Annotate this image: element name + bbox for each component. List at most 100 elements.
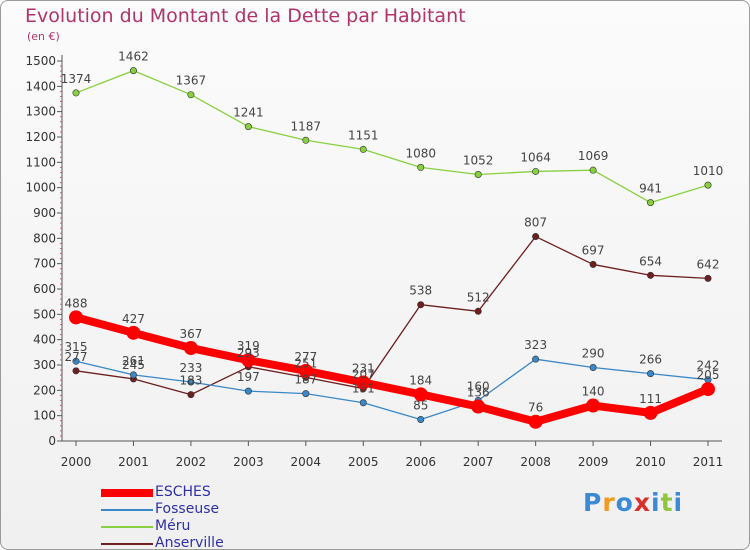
data-point [183, 341, 198, 356]
series-line-esches [72, 313, 712, 426]
data-label: 1064 [520, 150, 551, 164]
data-label: 1151 [348, 128, 379, 142]
data-point [647, 271, 655, 279]
data-label: 1052 [463, 153, 494, 167]
legend-swatch [101, 489, 153, 497]
data-point [647, 199, 655, 207]
y-tick-label: 1000 [25, 181, 56, 195]
data-label: 538 [409, 284, 432, 298]
data-point [72, 357, 80, 365]
data-label: 1462 [118, 50, 149, 64]
proxiti-logo: Proxiti [583, 488, 683, 517]
logo-letter: x [633, 488, 651, 517]
data-label: 654 [639, 254, 662, 268]
data-label: 111 [639, 392, 662, 406]
legend-item: Fosseuse [101, 501, 301, 518]
data-label: 488 [65, 296, 88, 310]
data-point [187, 391, 195, 399]
y-tick-label: 200 [33, 383, 56, 397]
series-line-anserville [75, 235, 709, 396]
data-point [359, 145, 367, 153]
data-label: 233 [179, 361, 202, 375]
data-label: 242 [697, 359, 720, 373]
data-point [643, 405, 658, 420]
data-point [298, 363, 313, 378]
data-point [589, 166, 597, 174]
data-point [69, 310, 83, 325]
x-tick-label: 2004 [291, 455, 322, 469]
data-point [471, 399, 486, 414]
data-point [244, 387, 252, 395]
data-point [704, 181, 712, 189]
logo-letter: t [660, 488, 674, 517]
x-tick-label: 2001 [118, 455, 149, 469]
data-label: 642 [697, 257, 720, 271]
legend-swatch [101, 526, 153, 528]
data-label: 261 [122, 354, 145, 368]
data-label: 941 [639, 182, 662, 196]
data-label: 427 [122, 312, 145, 326]
data-point [129, 371, 137, 379]
y-tick-label: 700 [33, 257, 56, 271]
data-label: 136 [467, 386, 490, 400]
y-tick-label: 300 [33, 358, 56, 372]
y-tick-label: 500 [33, 307, 56, 321]
y-tick-label: 600 [33, 282, 56, 296]
data-label: 207 [352, 368, 375, 382]
data-label: 293 [237, 346, 260, 360]
x-tick-label: 2006 [405, 455, 436, 469]
data-label: 1010 [693, 164, 724, 178]
data-label: 290 [582, 347, 605, 361]
data-label: 697 [582, 243, 605, 257]
logo-letter: i [651, 488, 661, 517]
legend-item: Méru [101, 518, 301, 535]
data-point [417, 415, 425, 423]
data-label: 367 [179, 327, 202, 341]
data-point [589, 364, 597, 372]
logo-letter: r [602, 488, 616, 517]
data-label: 323 [524, 338, 547, 352]
series-line-fosseuse [75, 358, 709, 421]
data-label: 512 [467, 290, 490, 304]
data-point [474, 170, 482, 178]
x-tick-label: 2000 [61, 455, 92, 469]
data-label: 160 [467, 379, 490, 393]
data-point [359, 399, 367, 407]
legend-item: ESCHES [101, 484, 301, 501]
series-line-m-ru [75, 69, 709, 204]
y-tick-label: 0 [48, 434, 56, 448]
x-tick-label: 2009 [578, 455, 609, 469]
data-label: 245 [122, 358, 145, 372]
x-tick-label: 2007 [463, 455, 494, 469]
data-point [474, 307, 482, 315]
data-label: 183 [179, 374, 202, 388]
data-label: 197 [237, 370, 260, 384]
data-label: 231 [352, 361, 375, 375]
legend-swatch [101, 543, 153, 545]
data-label: 251 [294, 356, 317, 370]
data-point [532, 167, 540, 175]
y-tick-label: 1200 [25, 130, 56, 144]
data-point [187, 378, 195, 386]
y-tick-label: 1500 [25, 54, 56, 68]
x-tick-label: 2002 [176, 455, 207, 469]
data-point [413, 387, 428, 402]
chart-title: Evolution du Montant de la Dette par Hab… [25, 5, 466, 27]
y-tick-label: 1100 [25, 155, 56, 169]
data-label: 151 [352, 382, 375, 396]
data-point [241, 353, 256, 368]
legend-swatch [101, 509, 153, 511]
data-label: 1080 [405, 146, 436, 160]
data-point [302, 390, 310, 398]
data-label: 277 [65, 350, 88, 364]
x-tick-label: 2005 [348, 455, 379, 469]
logo-letter: P [583, 488, 603, 517]
y-tick-label: 900 [33, 206, 56, 220]
data-label: 315 [65, 340, 88, 354]
legend: ESCHES Fosseuse Méru Anserville [101, 484, 301, 549]
data-label: 140 [582, 385, 605, 399]
data-point [647, 370, 655, 378]
data-label: 85 [413, 398, 428, 412]
data-label: 1367 [176, 74, 207, 88]
